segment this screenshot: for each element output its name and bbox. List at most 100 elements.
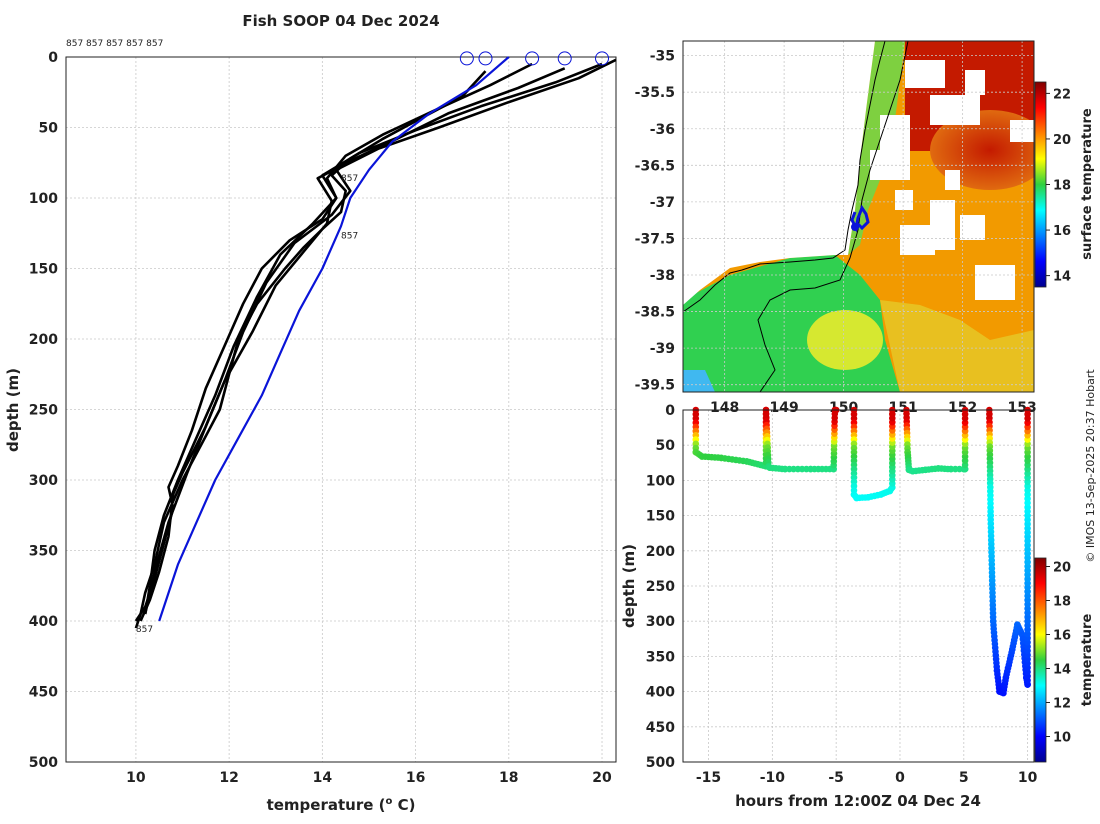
left-y-tick-label: 200	[29, 332, 58, 348]
sst-colorbar	[1034, 81, 1047, 288]
map-x-tick-label: 149	[770, 400, 799, 416]
section-x-ticks: -15 -10 -5 0 5 10	[696, 770, 1038, 786]
left-y-tick-label: 450	[29, 685, 58, 701]
temp-colorbar-label: temperature	[1080, 614, 1095, 707]
credit-text: © IMOS 13-Sep-2025 20:37 Hobart	[1084, 369, 1097, 563]
surface-marker	[595, 51, 610, 66]
section-x-tick-label: 5	[959, 770, 969, 786]
section-frame	[682, 409, 1035, 763]
surface-marker	[557, 51, 572, 66]
map-vessel-position	[851, 223, 859, 231]
sst-colorbar-tick-label: 14	[1053, 270, 1071, 285]
section-y-tick-label: 100	[646, 473, 675, 489]
map-y-tick-label: -35.5	[635, 85, 675, 101]
map-y-tick-label: -37.5	[635, 231, 675, 247]
map-y-tick-label: -37	[650, 195, 675, 211]
drop-annotation: 857	[341, 174, 358, 184]
section-y-tick-label: 400	[646, 685, 675, 701]
left-plot-frame	[65, 56, 617, 763]
surface-marker	[525, 51, 540, 66]
map-x-tick-label: 153	[1007, 400, 1036, 416]
map-y-tick-label: -35	[650, 49, 675, 65]
map-vessel-track	[850, 204, 870, 233]
series-line-profile-4	[143, 62, 603, 615]
sst-colorbar-tick-label: 18	[1053, 179, 1071, 194]
chart-title: Fish SOOP 04 Dec 2024	[242, 12, 439, 30]
map-y-ticks: -35 -35.5 -36 -36.5 -37 -37.5 -38 -38.5 -39 -39.5	[635, 49, 675, 394]
section-y-tick-label: 150	[646, 509, 675, 525]
sst-colorbar-ticks: 14 16 18 20 22	[1046, 87, 1071, 285]
left-y-tick-label: 100	[29, 191, 58, 207]
left-y-tick-label: 0	[48, 50, 58, 66]
left-x-tick-label: 18	[499, 770, 518, 786]
left-y-tick-label: 300	[29, 473, 58, 489]
sst-colorbar-tick-label: 20	[1053, 133, 1071, 148]
map-shelf-contour	[757, 41, 909, 392]
map-grid	[683, 41, 1034, 392]
series-line-profile-5	[143, 58, 617, 615]
drop-annotation: 857	[136, 625, 153, 635]
series-line-profile-2	[134, 62, 533, 622]
map-x-ticks: 148149150151152153	[710, 400, 1037, 416]
temp-colorbar-tick-label: 12	[1053, 697, 1071, 712]
left-x-tick-label: 20	[592, 770, 612, 786]
left-y-tick-label: 250	[29, 403, 58, 419]
temp-colorbar-tick-label: 14	[1053, 663, 1071, 678]
map-y-tick-label: -38	[650, 268, 675, 284]
map-cloud-mask	[870, 60, 1034, 300]
section-y-tick-label: 250	[646, 579, 675, 595]
temp-colorbar-tick-label: 20	[1053, 561, 1071, 576]
left-series	[134, 56, 617, 629]
left-y-tick-label: 150	[29, 262, 58, 278]
map-y-tick-label: -38.5	[635, 305, 675, 321]
section-y-tick-label: 0	[665, 403, 675, 419]
temp-colorbar	[1034, 557, 1047, 763]
drop-annotation: 857	[341, 232, 358, 242]
map-y-tick-label: -39	[650, 341, 675, 357]
section-y-tick-label: 350	[646, 649, 675, 665]
left-y-tick-label: 50	[39, 121, 59, 137]
map-frame	[682, 40, 1035, 393]
section-y-tick-label: 450	[646, 720, 675, 736]
series-line-profile-1	[134, 70, 487, 629]
section-y-tick-label: 50	[656, 438, 676, 454]
temp-colorbar-tick-label: 18	[1053, 595, 1071, 610]
map-cold-corner	[683, 370, 715, 392]
map-x-tick-label: 151	[889, 400, 918, 416]
section-y-tick-label: 200	[646, 544, 675, 560]
left-x-tick-label: 16	[406, 770, 425, 786]
sst-colorbar-tick-label: 16	[1053, 224, 1071, 239]
left-grid	[66, 56, 616, 763]
left-y-tick-label: 350	[29, 544, 58, 560]
left-x-tick-label: 14	[313, 770, 333, 786]
temp-colorbar-tick-label: 16	[1053, 629, 1071, 644]
left-x-axis-label: temperature (o C)	[267, 796, 416, 814]
map-y-tick-label: -36	[650, 122, 675, 138]
temp-colorbar-ticks: 10 12 14 16 18 20	[1046, 561, 1071, 746]
section-x-tick-label: -15	[696, 770, 721, 786]
left-x-tick-label: 10	[126, 770, 146, 786]
sst-map	[683, 41, 1034, 392]
map-y-tick-label: -36.5	[635, 158, 675, 174]
map-warm-core	[930, 110, 1034, 190]
section-x-tick-label: -5	[828, 770, 844, 786]
map-eddy	[807, 310, 883, 370]
left-y-tick-label: 400	[29, 614, 58, 630]
map-x-tick-label: 148	[710, 400, 739, 416]
temp-colorbar-tick-label: 10	[1053, 731, 1071, 746]
section-y-axis-label: depth (m)	[620, 544, 638, 628]
left-x-tick-label: 12	[219, 770, 238, 786]
surface-marker	[478, 51, 493, 66]
left-y-ticks: 0 50 100 150 200 250 300 350 400 450 500	[29, 50, 58, 771]
section-y-tick-label: 300	[646, 614, 675, 630]
section-x-tick-label: 0	[895, 770, 905, 786]
left-y-tick-label: 500	[29, 755, 58, 771]
section-x-tick-label: 10	[1018, 770, 1038, 786]
section-x-tick-label: -10	[760, 770, 786, 786]
surface-marker	[459, 51, 474, 66]
left-y-axis-label: depth (m)	[4, 368, 22, 452]
left-annotations: 857 857 857	[136, 174, 358, 635]
top-drop-labels: 857 857 857 857 857	[66, 39, 163, 49]
section-tracks	[692, 406, 1031, 697]
